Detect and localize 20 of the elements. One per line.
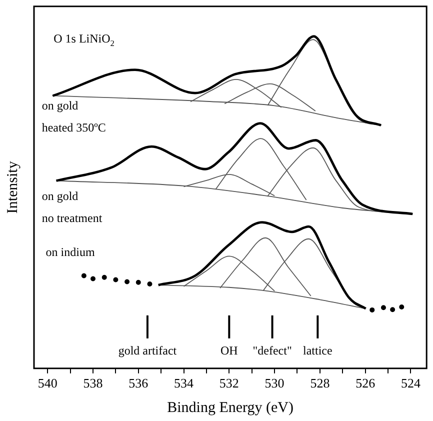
annotation: heated 350ºC	[42, 120, 106, 134]
ref-line-label: lattice	[303, 343, 332, 358]
ref-line-label: OH	[220, 343, 238, 358]
x-tick-label: 536	[128, 376, 149, 391]
ref-line-label: gold artifact	[118, 343, 178, 358]
x-tick-label: 524	[400, 376, 421, 391]
ref-line-label: "defect"	[252, 343, 292, 358]
x-tick-label: 534	[174, 376, 194, 391]
x-tick-label: 526	[356, 376, 376, 391]
x-tick-label: 528	[310, 376, 330, 391]
annotation: on indium	[46, 245, 96, 260]
x-tick-label: 540	[38, 376, 58, 391]
x-tick-label: 532	[219, 376, 239, 391]
y-axis-title: Intensity	[4, 160, 21, 214]
x-axis-title: Binding Energy (eV)	[167, 400, 294, 416]
x-tick-label: 538	[83, 376, 103, 391]
x-tick-label: 530	[264, 376, 284, 391]
annotation: no treatment	[42, 210, 103, 225]
annotation: on gold	[42, 98, 78, 113]
annotation: on gold	[42, 189, 78, 204]
